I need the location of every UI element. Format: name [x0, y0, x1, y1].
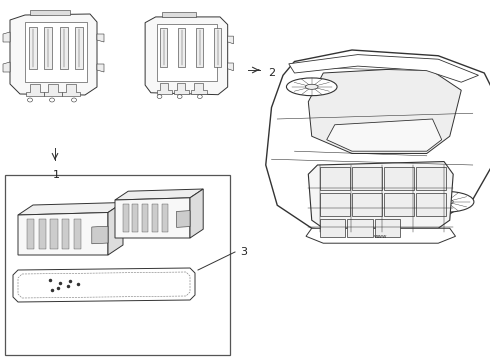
Ellipse shape: [197, 95, 202, 99]
Polygon shape: [145, 17, 228, 95]
Polygon shape: [25, 22, 87, 82]
Polygon shape: [39, 219, 46, 249]
Polygon shape: [308, 162, 453, 228]
Polygon shape: [74, 219, 81, 249]
Polygon shape: [108, 202, 123, 255]
Polygon shape: [416, 167, 446, 190]
Polygon shape: [97, 64, 104, 72]
Polygon shape: [320, 193, 350, 216]
Ellipse shape: [72, 98, 76, 102]
Polygon shape: [75, 27, 83, 69]
Polygon shape: [320, 167, 350, 190]
Text: 3: 3: [240, 247, 247, 257]
Polygon shape: [191, 83, 207, 94]
Text: www: www: [374, 234, 388, 239]
Polygon shape: [327, 119, 441, 151]
Polygon shape: [352, 167, 382, 190]
Polygon shape: [157, 24, 217, 81]
Polygon shape: [18, 202, 123, 215]
Polygon shape: [3, 32, 10, 42]
Polygon shape: [416, 193, 446, 216]
Polygon shape: [214, 28, 221, 67]
Polygon shape: [18, 212, 108, 255]
Polygon shape: [176, 211, 190, 228]
Polygon shape: [122, 204, 128, 232]
Polygon shape: [27, 219, 34, 249]
Polygon shape: [50, 219, 58, 249]
Polygon shape: [162, 12, 196, 17]
Polygon shape: [115, 189, 203, 200]
Polygon shape: [44, 27, 52, 69]
Polygon shape: [384, 193, 414, 216]
Polygon shape: [26, 84, 44, 96]
Polygon shape: [190, 189, 203, 238]
Ellipse shape: [177, 95, 182, 99]
Polygon shape: [92, 226, 108, 244]
Polygon shape: [3, 62, 10, 72]
Text: 2: 2: [268, 68, 275, 78]
Polygon shape: [162, 204, 168, 232]
Polygon shape: [228, 63, 233, 71]
Polygon shape: [115, 198, 190, 238]
Polygon shape: [60, 27, 68, 69]
Polygon shape: [306, 228, 456, 243]
Polygon shape: [161, 28, 167, 67]
Ellipse shape: [418, 192, 474, 212]
Polygon shape: [44, 84, 62, 96]
Polygon shape: [266, 50, 490, 234]
Bar: [5, 175, 230, 355]
Polygon shape: [62, 84, 80, 96]
Polygon shape: [196, 28, 203, 67]
Polygon shape: [174, 83, 189, 94]
Ellipse shape: [440, 199, 453, 204]
Polygon shape: [347, 219, 373, 238]
Ellipse shape: [49, 98, 54, 102]
Polygon shape: [320, 219, 345, 238]
Polygon shape: [352, 193, 382, 216]
Polygon shape: [62, 219, 69, 249]
Polygon shape: [142, 204, 148, 232]
Ellipse shape: [305, 84, 318, 89]
Polygon shape: [97, 34, 104, 42]
Polygon shape: [375, 219, 400, 238]
Polygon shape: [289, 55, 479, 82]
Polygon shape: [132, 204, 138, 232]
Ellipse shape: [27, 98, 32, 102]
Polygon shape: [30, 10, 70, 15]
Polygon shape: [10, 14, 97, 95]
Polygon shape: [178, 28, 185, 67]
Polygon shape: [157, 83, 172, 94]
Ellipse shape: [157, 95, 162, 99]
Text: 1: 1: [52, 170, 59, 180]
Polygon shape: [29, 27, 37, 69]
Polygon shape: [384, 167, 414, 190]
Ellipse shape: [287, 78, 337, 96]
Polygon shape: [13, 268, 195, 302]
Polygon shape: [228, 36, 233, 44]
Polygon shape: [308, 67, 461, 153]
Polygon shape: [152, 204, 158, 232]
